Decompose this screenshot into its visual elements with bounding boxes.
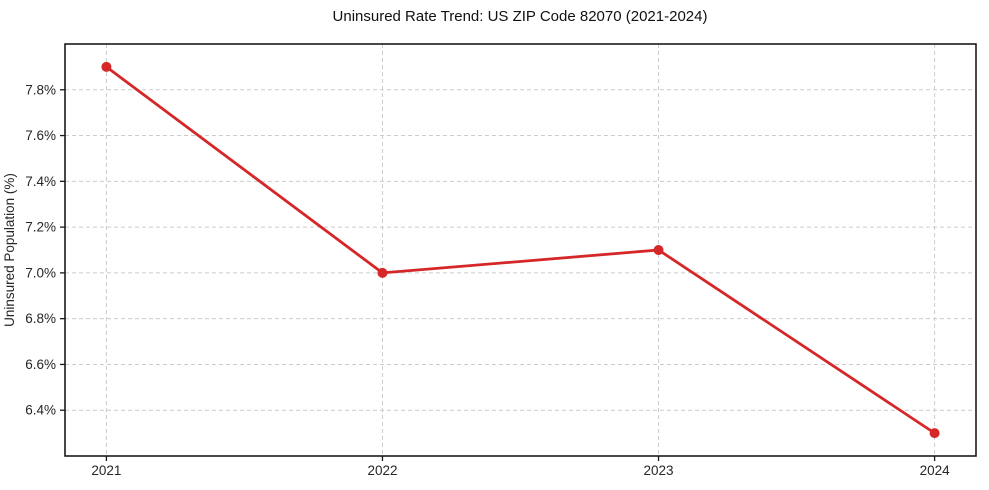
y-tick-label: 7.6%	[25, 128, 56, 143]
y-tick-label: 7.4%	[25, 174, 56, 189]
y-tick-label: 7.8%	[25, 82, 56, 97]
data-point	[377, 267, 388, 278]
x-tick-label: 2024	[920, 463, 951, 478]
data-point	[653, 245, 664, 255]
x-tick-label: 2022	[367, 463, 397, 478]
y-tick-label: 7.2%	[25, 220, 56, 235]
plot-border	[64, 43, 977, 457]
y-tick-label: 6.6%	[25, 357, 56, 372]
x-tick-label: 2023	[644, 463, 674, 478]
y-tick-label: 6.8%	[25, 311, 56, 326]
trend-line	[105, 65, 936, 435]
y-axis-label: Uninsured Population (%)	[2, 173, 17, 327]
chart-title: Uninsured Rate Trend: US ZIP Code 82070 …	[333, 8, 708, 25]
y-tick-label: 7.0%	[25, 265, 56, 280]
x-tick-label: 2021	[91, 463, 121, 478]
data-point	[929, 428, 940, 439]
data-point	[101, 61, 112, 72]
y-tick-label: 6.4%	[25, 403, 56, 418]
